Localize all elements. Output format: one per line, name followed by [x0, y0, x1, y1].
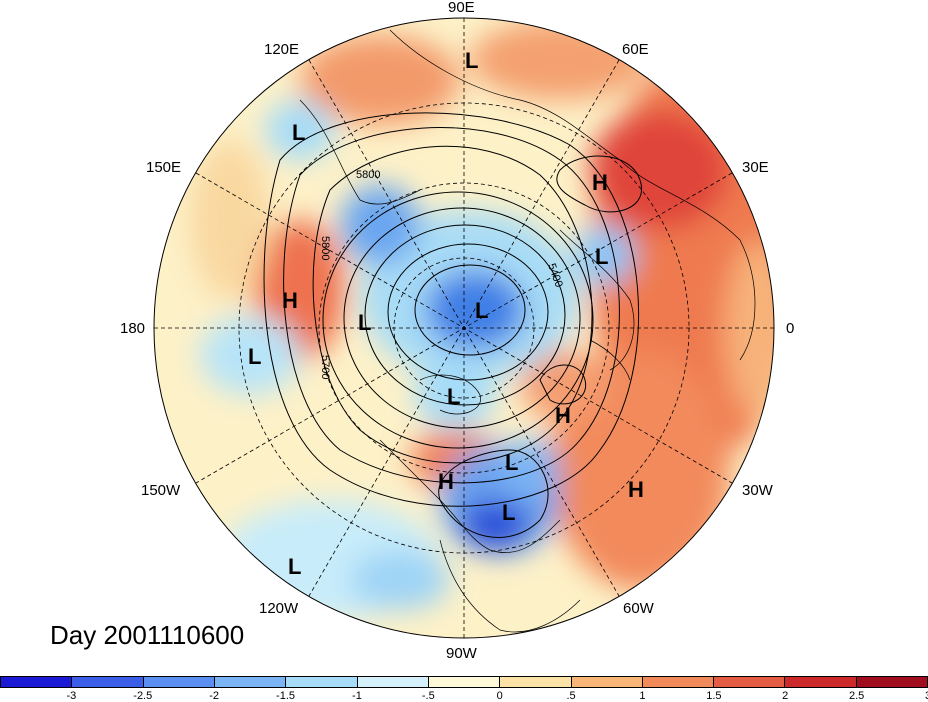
longitude-label-120w: 120W	[259, 600, 299, 617]
map-boundary	[153, 17, 775, 639]
colorbar	[0, 676, 928, 688]
longitude-label-60e: 60E	[622, 41, 649, 58]
pressure-center-label: L	[292, 120, 305, 145]
pressure-center-label: L	[502, 500, 515, 525]
colorbar-cell	[714, 677, 786, 687]
colorbar-cell	[642, 677, 715, 687]
pressure-center-label: H	[628, 477, 644, 502]
colorbar-cell	[286, 677, 358, 687]
pressure-center-label: L	[248, 344, 261, 369]
longitude-label-180: 180	[120, 320, 146, 337]
colorbar-tick-label: 0	[496, 690, 503, 702]
colorbar-cell	[856, 677, 928, 687]
pressure-center-label: L	[358, 310, 371, 335]
longitude-label-0: 0	[786, 320, 795, 337]
longitude-label-30e: 30E	[742, 159, 769, 176]
colorbar-cell	[500, 677, 572, 687]
contour-label: 5800	[356, 169, 380, 181]
meridians	[154, 18, 774, 638]
longitude-label-60w: 60W	[623, 600, 654, 617]
coastlines	[299, 29, 756, 633]
contour-label: 5800	[319, 236, 331, 260]
colorbar-tick-label: -1	[352, 690, 362, 702]
pressure-center-label: H	[592, 170, 608, 195]
pressure-center-label: H	[555, 403, 571, 428]
colorbar-tick-label: -2	[209, 690, 220, 702]
pressure-center-label: H	[282, 288, 298, 313]
colorbar-tick-label: -2.5	[133, 690, 153, 702]
colorbar-tick-label: 3	[925, 690, 928, 702]
colorbar-tick-label: 2	[782, 690, 789, 702]
colorbar-cell	[214, 677, 287, 687]
map-title: Day 2001110600	[50, 620, 245, 650]
colorbar-tick-label: -3	[66, 690, 77, 702]
colorbar-cell	[785, 677, 857, 687]
colorbar-tick-label: 2.5	[848, 690, 865, 702]
colorbar-tick-label: 1.5	[706, 690, 722, 702]
longitude-label-120e: 120E	[264, 41, 300, 58]
colorbar-cell	[357, 677, 429, 687]
height-contours	[263, 112, 643, 538]
pressure-center-label: L	[447, 384, 460, 409]
longitude-label-30w: 30W	[742, 482, 773, 499]
longitude-label-90e: 90E	[448, 0, 475, 16]
anomaly-field	[154, 18, 774, 638]
colorbar-tick-label: -1.5	[276, 690, 296, 702]
colorbar-cell	[1, 677, 73, 687]
pressure-center-label: L	[475, 298, 488, 323]
pressure-center-label: H	[438, 469, 454, 494]
colorbar-tick-label: -.5	[421, 690, 435, 702]
colorbar-tick-label: .5	[566, 690, 576, 702]
colorbar-cell	[72, 677, 144, 687]
colorbar-cell	[428, 677, 501, 687]
longitude-label-150e: 150E	[146, 159, 182, 176]
longitude-label-150w: 150W	[141, 482, 181, 499]
colorbar-cell	[143, 677, 215, 687]
contour-label: 5700	[319, 355, 331, 379]
longitude-label-90w: 90W	[446, 645, 477, 662]
pressure-center-label: L	[288, 554, 301, 579]
pressure-center-label: L	[465, 48, 478, 73]
pressure-center-label: L	[505, 450, 518, 475]
colorbar-cell	[571, 677, 643, 687]
pressure-center-label: L	[595, 244, 608, 269]
colorbar-tick-label: 1	[639, 690, 646, 702]
